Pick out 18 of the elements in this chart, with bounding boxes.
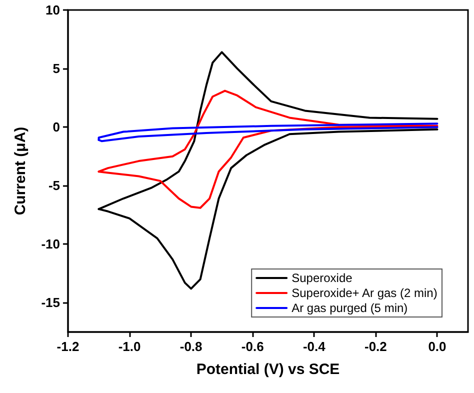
x-tick-label: 0.0 bbox=[428, 339, 446, 354]
x-tick-label: -0.2 bbox=[364, 339, 387, 354]
legend-label: Ar gas purged (5 min) bbox=[292, 301, 408, 315]
x-tick-label: -0.6 bbox=[241, 339, 264, 354]
x-tick-label: -0.8 bbox=[180, 339, 202, 354]
legend-label: Superoxide+ Ar gas (2 min) bbox=[292, 286, 438, 300]
x-axis-title: Potential (V) vs SCE bbox=[196, 361, 340, 378]
y-tick-label: -15 bbox=[41, 295, 60, 310]
x-tick-label: -1.0 bbox=[118, 339, 141, 354]
legend-label: Superoxide bbox=[292, 271, 353, 285]
y-tick-label: -10 bbox=[41, 236, 60, 252]
y-axis-title: Current (μA) bbox=[12, 126, 29, 216]
y-tick-label: 10 bbox=[46, 2, 60, 18]
x-tick-label: -0.4 bbox=[302, 339, 326, 354]
x-tick-label: -1.2 bbox=[56, 339, 80, 354]
y-tick-label: -5 bbox=[48, 178, 60, 194]
y-tick-label: 5 bbox=[52, 61, 60, 76]
y-tick-label: 0 bbox=[52, 120, 60, 135]
